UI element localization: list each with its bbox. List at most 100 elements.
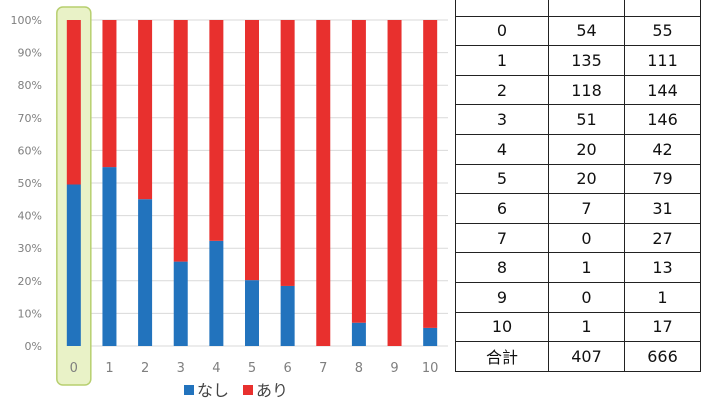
table-cell: 79 (624, 163, 701, 195)
table-cell: 0 (548, 281, 625, 313)
bar-segment-nashi (423, 327, 438, 346)
table-cell: 合計 (455, 341, 549, 372)
table-row: 10 1 17 (455, 311, 701, 343)
bar-segment-nashi (209, 240, 224, 346)
table-cell: 51 (548, 104, 625, 135)
y-tick-label: 90% (18, 47, 42, 60)
x-tick-label: 7 (319, 361, 327, 376)
table-cell: 666 (624, 341, 701, 372)
y-tick-label: 10% (18, 307, 42, 320)
table-cell: 9 (455, 281, 549, 313)
table-cell: 3 (455, 104, 549, 135)
y-axis-ticks: 0% 10% 20% 30% 40% 50% 60% 70% 80% 90% 100% (11, 14, 42, 353)
table-cell: 20 (548, 133, 625, 165)
bar-segment-nashi (280, 285, 295, 346)
bar-segment-ari (351, 20, 366, 323)
table-cell: 111 (624, 45, 701, 76)
table-row: 8 1 13 (455, 252, 701, 283)
data-table: 0 54 55 1 135 111 2 118 144 3 51 146 4 20 42 5 20 79 6 7 31 7… (455, 0, 701, 372)
bar-segment-ari (66, 20, 81, 185)
table-cell: 5 (455, 163, 549, 195)
table-cell: 7 (455, 222, 549, 254)
table-cell: 2 (455, 74, 549, 106)
legend: なし あり (184, 381, 288, 400)
y-tick-label: 40% (18, 210, 42, 223)
x-tick-label: 5 (248, 361, 256, 376)
table-cell: 8 (455, 252, 549, 283)
table-cell: 54 (548, 15, 625, 47)
table-cell: 13 (624, 252, 701, 283)
table-header-row (455, 0, 701, 17)
table-row: 1 135 111 (455, 45, 701, 76)
x-tick-label: 9 (390, 361, 398, 376)
table-cell: 10 (455, 311, 549, 343)
table-cell: 7 (548, 193, 625, 224)
y-tick-label: 30% (18, 242, 42, 255)
table-row: 0 54 55 (455, 15, 701, 47)
bar-segment-nashi (173, 261, 188, 346)
x-tick-label: 10 (422, 361, 439, 376)
table-cell: 118 (548, 74, 625, 106)
y-tick-label: 20% (18, 275, 42, 288)
bar-segment-nashi (351, 322, 366, 346)
bar-segment-ari (173, 20, 188, 262)
bar-segment-ari (138, 20, 153, 200)
table-cell: 1 (624, 281, 701, 313)
table-cell (455, 0, 549, 17)
table-cell: 144 (624, 74, 701, 106)
bar-segment-ari (316, 20, 331, 346)
x-tick-label: 4 (212, 361, 220, 376)
bar-segment-nashi (138, 199, 153, 346)
stacked-bar-chart: 0% 10% 20% 30% 40% 50% 60% 70% 80% 90% 100% 0 1 2 3 4 5… (11, 6, 448, 400)
bar-segment-ari (102, 20, 117, 168)
table-cell: 4 (455, 133, 549, 165)
table-cell: 31 (624, 193, 701, 224)
table-cell: 1 (455, 45, 549, 76)
y-tick-label: 0% (25, 340, 42, 353)
table-cell: 1 (548, 311, 625, 343)
y-tick-label: 100% (11, 14, 42, 27)
table-cell: 17 (624, 311, 701, 343)
table-cell: 6 (455, 193, 549, 224)
table-total-row: 合計 407 666 (455, 341, 701, 372)
y-tick-label: 70% (18, 112, 42, 125)
bars (66, 20, 438, 346)
table-cell: 27 (624, 222, 701, 254)
x-axis-ticks: 0 1 2 3 4 5 6 7 8 9 10 (70, 361, 439, 376)
table-row: 5 20 79 (455, 163, 701, 195)
table-cell: 0 (455, 15, 549, 47)
bar-segment-ari (280, 20, 295, 286)
bar-segment-ari (209, 20, 224, 241)
bar-segment-ari (423, 20, 438, 328)
x-tick-label: 8 (355, 361, 363, 376)
table-row: 6 7 31 (455, 193, 701, 224)
table-cell (548, 0, 625, 17)
table-row: 7 0 27 (455, 222, 701, 254)
bar-segment-nashi (66, 184, 81, 346)
table-cell (624, 0, 701, 17)
bar-segment-ari (387, 20, 402, 346)
table-cell: 146 (624, 104, 701, 135)
x-tick-label: 6 (283, 361, 291, 376)
y-tick-label: 60% (18, 144, 42, 157)
table-cell: 407 (548, 341, 625, 372)
y-tick-label: 50% (18, 177, 42, 190)
legend-swatch (243, 385, 253, 395)
legend-label: なし (197, 381, 229, 400)
table-cell: 42 (624, 133, 701, 165)
x-tick-label: 0 (70, 361, 78, 376)
legend-swatch (184, 385, 194, 395)
bar-segment-nashi (245, 280, 259, 346)
y-tick-label: 80% (18, 79, 42, 92)
table-cell: 20 (548, 163, 625, 195)
table-cell: 135 (548, 45, 625, 76)
x-tick-label: 3 (177, 361, 185, 376)
table-row: 2 118 144 (455, 74, 701, 106)
table-row: 4 20 42 (455, 133, 701, 165)
x-tick-label: 1 (105, 361, 113, 376)
table-row: 3 51 146 (455, 104, 701, 135)
x-tick-label: 2 (141, 361, 149, 376)
bar-segment-nashi (102, 167, 117, 346)
bar-segment-ari (245, 20, 259, 281)
